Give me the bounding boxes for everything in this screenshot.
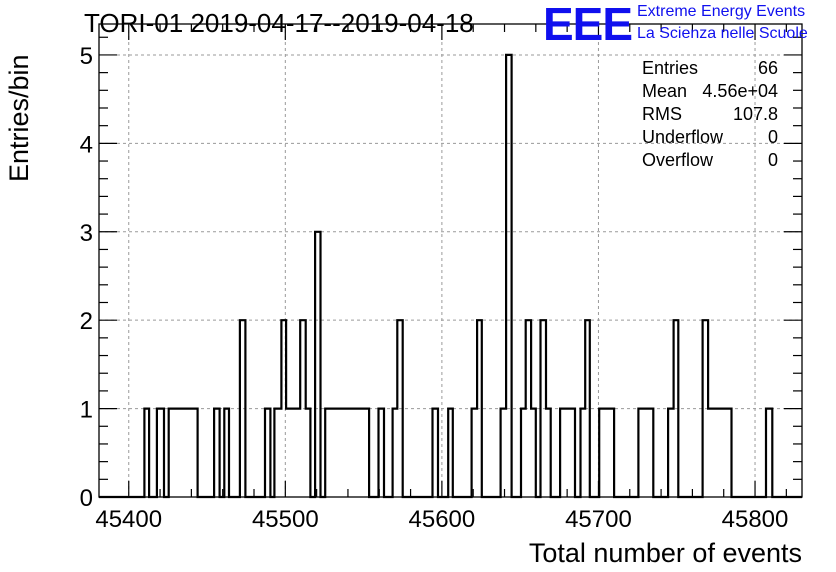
x-tick-label: 45400: [95, 506, 162, 533]
stat-overflow-value: 0: [767, 150, 778, 170]
x-tick-label: 45800: [722, 506, 789, 533]
stat-entries-value: 66: [757, 58, 778, 78]
y-tick-label: 2: [80, 308, 93, 335]
grid-lines: [99, 24, 802, 497]
stat-rms-label: RMS: [642, 104, 682, 124]
y-tick-label: 3: [80, 220, 93, 247]
stat-rms-value: 107.8: [732, 104, 778, 124]
plot-frame: [98, 23, 803, 498]
x-axis-label: Total number of events: [528, 538, 802, 568]
eee-logo-line1: Extreme Energy Events: [637, 3, 806, 20]
y-tick-labels: 0 1 2 3 4 5: [80, 43, 93, 512]
axis-ticks: [99, 24, 802, 498]
stat-underflow-value: 0: [767, 127, 778, 147]
y-tick-label: 1: [80, 397, 93, 424]
x-tick-labels: 45400 45500 45600 45700 45800: [95, 506, 788, 533]
y-tick-label: 4: [80, 131, 93, 158]
stat-mean-label: Mean: [642, 81, 688, 101]
chart-title: TORI-01 2019-04-17--2019-04-18: [84, 8, 474, 38]
histogram-outline: [99, 53, 802, 499]
stat-entries-label: Entries: [642, 58, 699, 78]
stat-mean-value: 4.56e+04: [702, 81, 778, 101]
y-tick-label: 5: [80, 43, 93, 70]
stat-underflow-label: Underflow: [642, 127, 724, 147]
eee-logo-line2: La Scienza nelle Scuole: [637, 25, 808, 42]
x-tick-label: 45700: [565, 506, 632, 533]
y-axis-label: Entries/bin: [4, 54, 34, 182]
stat-overflow-label: Overflow: [642, 150, 714, 170]
x-tick-label: 45600: [409, 506, 476, 533]
x-tick-label: 45500: [252, 506, 319, 533]
y-tick-label: 0: [80, 485, 93, 512]
eee-logo-mark: EEE: [543, 0, 633, 50]
